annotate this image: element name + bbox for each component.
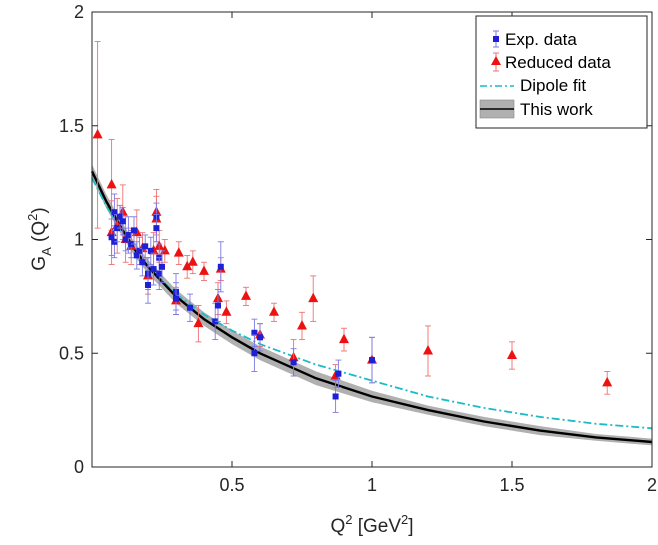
exp-data-point (125, 231, 132, 238)
exp-data-point (187, 304, 193, 311)
reduced-data-point (187, 256, 198, 266)
exp-data-point (145, 282, 151, 288)
reduced-data-point (106, 178, 117, 189)
reduced-data-point (602, 376, 613, 387)
legend-item-exp: Exp. data (493, 30, 577, 49)
y-tick-label: 2 (74, 2, 84, 22)
legend-item-reduced: Reduced data (491, 52, 611, 72)
legend-reduced-marker (491, 56, 501, 65)
exp-data-point (215, 302, 221, 309)
x-axis-label: Q2 [GeV2] (330, 512, 413, 537)
exp-data-point (257, 334, 263, 341)
exp-data-point (136, 247, 143, 254)
reduced-data-point (182, 260, 193, 271)
exp-data-point (153, 225, 160, 232)
reduced-data-point (193, 317, 204, 328)
reduced-data-point (221, 306, 232, 316)
exp-data-point (147, 247, 154, 254)
legend: Exp. data Reduced data Dipole fit This w… (475, 15, 648, 129)
exp-data-point (332, 393, 339, 400)
exp-data-point (217, 263, 224, 270)
reduced-data-point (507, 349, 517, 360)
exp-data-layer (108, 193, 375, 413)
exp-data-point (290, 359, 297, 366)
y-tick-label: 0 (74, 457, 84, 477)
exp-data-point (150, 266, 157, 273)
reduced-data-point (199, 265, 209, 275)
y-axis-label: GA (Q2) (25, 207, 54, 270)
legend-item-this-work: This work (479, 99, 593, 119)
legend-label-exp: Exp. data (505, 30, 577, 49)
reduced-data-point (339, 333, 349, 344)
x-tick-label: 1.5 (499, 475, 524, 495)
reduced-data-point (297, 319, 307, 330)
reduced-data-point (173, 247, 184, 257)
x-tick-label: 2 (647, 475, 657, 495)
exp-data-point (251, 329, 258, 336)
exp-data-point (108, 234, 115, 241)
reduced-data-point (423, 344, 433, 355)
y-tick-label: 1 (74, 230, 84, 250)
y-tick-label: 1.5 (59, 116, 84, 136)
exp-data-point (173, 295, 179, 302)
legend-item-dipole: Dipole fit (480, 76, 586, 95)
exp-data-point (119, 218, 126, 225)
tick-layer: 0.5 1 1.5 2 0 0.5 1 1.5 2 (59, 2, 657, 495)
exp-data-point (369, 357, 375, 364)
x-tick-label: 1 (367, 475, 377, 495)
legend-exp-marker (493, 36, 499, 42)
exp-data-point (142, 243, 149, 250)
exp-data-point (159, 263, 165, 270)
exp-data-point (117, 213, 123, 220)
reduced-data-point (308, 292, 319, 303)
exp-data-point (156, 270, 163, 277)
exp-data-point (133, 252, 140, 259)
exp-data-point (111, 209, 118, 216)
exp-data-point (131, 227, 137, 234)
legend-label-reduced: Reduced data (505, 53, 611, 72)
legend-label-this-work: This work (520, 100, 593, 119)
reduced-data-point (92, 128, 103, 139)
reduced-data-point (241, 290, 251, 300)
exp-data-point (122, 236, 129, 243)
y-tick-label: 0.5 (59, 343, 84, 363)
exp-data-point (251, 350, 258, 357)
reduced-data-point (269, 306, 279, 316)
x-tick-label: 0.5 (219, 475, 244, 495)
exp-data-point (139, 259, 146, 266)
exp-data-point (335, 370, 342, 377)
legend-label-dipole: Dipole fit (520, 76, 586, 95)
